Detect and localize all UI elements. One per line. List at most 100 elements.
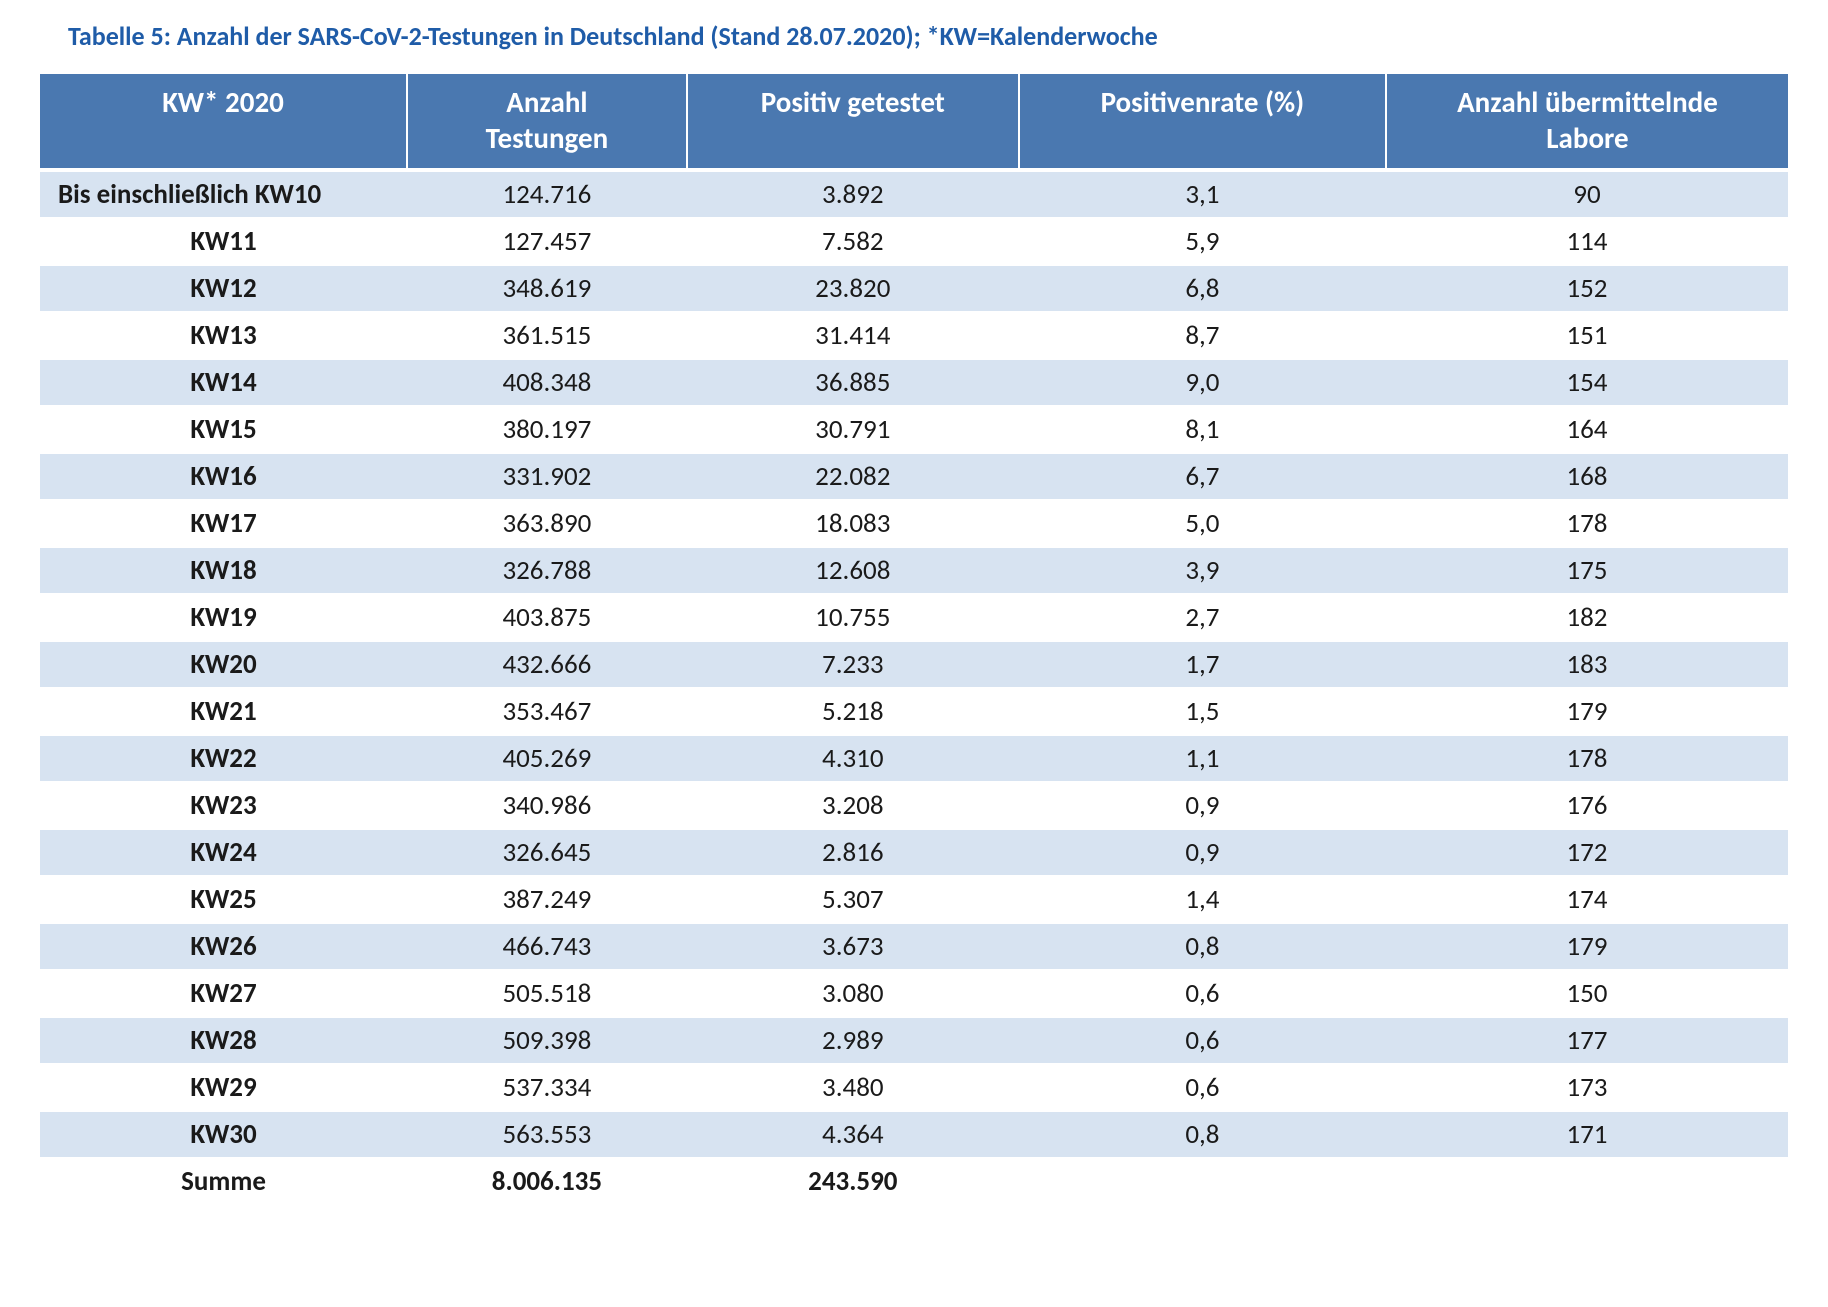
table-cell: 326.645 — [407, 829, 687, 876]
table-cell: KW30 — [40, 1111, 407, 1158]
table-cell: 23.820 — [687, 265, 1019, 312]
table-cell: 152 — [1386, 265, 1788, 312]
table-cell: 178 — [1386, 735, 1788, 782]
table-row: KW22405.2694.3101,1178 — [40, 735, 1788, 782]
table-cell: 1,5 — [1019, 688, 1386, 735]
table-cell: 3.892 — [687, 170, 1019, 218]
table-cell: 114 — [1386, 218, 1788, 265]
table-cell: KW22 — [40, 735, 407, 782]
table-cell: 8,7 — [1019, 312, 1386, 359]
table-cell: KW25 — [40, 876, 407, 923]
table-cell: KW15 — [40, 406, 407, 453]
table-cell: 7.233 — [687, 641, 1019, 688]
table-row: KW13361.51531.4148,7151 — [40, 312, 1788, 359]
table-cell: 2,7 — [1019, 594, 1386, 641]
table-cell: 150 — [1386, 970, 1788, 1017]
table-cell: 509.398 — [407, 1017, 687, 1064]
table-row: KW12348.61923.8206,8152 — [40, 265, 1788, 312]
table-cell: 177 — [1386, 1017, 1788, 1064]
table-row: KW17363.89018.0835,0178 — [40, 500, 1788, 547]
table-cell: KW23 — [40, 782, 407, 829]
table-body: Bis einschließlich KW10124.7163.8923,190… — [40, 170, 1788, 1204]
table-row: KW18326.78812.6083,9175 — [40, 547, 1788, 594]
table-cell: 3,9 — [1019, 547, 1386, 594]
table-cell: 537.334 — [407, 1064, 687, 1111]
table-cell: 178 — [1386, 500, 1788, 547]
table-cell: KW12 — [40, 265, 407, 312]
table-cell: 0,9 — [1019, 829, 1386, 876]
table-cell: 5,0 — [1019, 500, 1386, 547]
table-cell — [1019, 1158, 1386, 1204]
table-cell: 505.518 — [407, 970, 687, 1017]
table-row: KW23340.9863.2080,9176 — [40, 782, 1788, 829]
table-cell: 124.716 — [407, 170, 687, 218]
table-cell: 243.590 — [687, 1158, 1019, 1204]
table-cell: 3.673 — [687, 923, 1019, 970]
table-cell: 174 — [1386, 876, 1788, 923]
table-cell: 3.208 — [687, 782, 1019, 829]
table-cell: 175 — [1386, 547, 1788, 594]
table-cell: 31.414 — [687, 312, 1019, 359]
table-cell: 563.553 — [407, 1111, 687, 1158]
table-cell: 405.269 — [407, 735, 687, 782]
table-cell: 0,9 — [1019, 782, 1386, 829]
table-cell: 179 — [1386, 923, 1788, 970]
table-cell: 2.989 — [687, 1017, 1019, 1064]
table-cell: 171 — [1386, 1111, 1788, 1158]
table-cell: 154 — [1386, 359, 1788, 406]
table-row: KW16331.90222.0826,7168 — [40, 453, 1788, 500]
table-row: KW11127.4577.5825,9114 — [40, 218, 1788, 265]
table-caption: Tabelle 5: Anzahl der SARS-CoV-2-Testung… — [68, 20, 1788, 52]
table-cell: 0,8 — [1019, 923, 1386, 970]
table-cell: KW24 — [40, 829, 407, 876]
table-cell: 1,1 — [1019, 735, 1386, 782]
table-cell: KW26 — [40, 923, 407, 970]
table-cell: KW13 — [40, 312, 407, 359]
table-cell: 326.788 — [407, 547, 687, 594]
table-cell: KW20 — [40, 641, 407, 688]
table-cell: 176 — [1386, 782, 1788, 829]
table-cell: KW16 — [40, 453, 407, 500]
table-cell: 0,6 — [1019, 1017, 1386, 1064]
table-cell: KW27 — [40, 970, 407, 1017]
table-cell: KW11 — [40, 218, 407, 265]
col-header-tests: AnzahlTestungen — [407, 74, 687, 170]
table-cell: 432.666 — [407, 641, 687, 688]
table-row: KW30563.5534.3640,8171 — [40, 1111, 1788, 1158]
table-cell: 179 — [1386, 688, 1788, 735]
table-cell: 183 — [1386, 641, 1788, 688]
table-cell: KW28 — [40, 1017, 407, 1064]
table-cell: 6,7 — [1019, 453, 1386, 500]
table-row: KW15380.19730.7918,1164 — [40, 406, 1788, 453]
table-cell: 18.083 — [687, 500, 1019, 547]
table-cell: KW21 — [40, 688, 407, 735]
table-row: KW20432.6667.2331,7183 — [40, 641, 1788, 688]
table-cell: 127.457 — [407, 218, 687, 265]
table-cell: 3.480 — [687, 1064, 1019, 1111]
table-row: KW14408.34836.8859,0154 — [40, 359, 1788, 406]
table-cell: 3,1 — [1019, 170, 1386, 218]
table-cell: 172 — [1386, 829, 1788, 876]
table-cell: 168 — [1386, 453, 1788, 500]
table-cell: 0,8 — [1019, 1111, 1386, 1158]
table-cell: 403.875 — [407, 594, 687, 641]
table-cell: Bis einschließlich KW10 — [40, 170, 407, 218]
table-row: KW25387.2495.3071,4174 — [40, 876, 1788, 923]
covid-testing-table: KW* 2020 AnzahlTestungen Positiv geteste… — [40, 74, 1788, 1204]
table-cell: 173 — [1386, 1064, 1788, 1111]
table-cell — [1386, 1158, 1788, 1204]
table-cell: 5.218 — [687, 688, 1019, 735]
table-cell: 2.816 — [687, 829, 1019, 876]
table-cell: 466.743 — [407, 923, 687, 970]
table-cell: 0,6 — [1019, 970, 1386, 1017]
table-cell: 1,7 — [1019, 641, 1386, 688]
table-row: KW29537.3343.4800,6173 — [40, 1064, 1788, 1111]
col-header-positive: Positiv getestet — [687, 74, 1019, 170]
table-cell: 363.890 — [407, 500, 687, 547]
table-cell: 353.467 — [407, 688, 687, 735]
table-cell: 0,6 — [1019, 1064, 1386, 1111]
col-header-kw: KW* 2020 — [40, 74, 407, 170]
table-cell: 4.364 — [687, 1111, 1019, 1158]
table-row: Bis einschließlich KW10124.7163.8923,190 — [40, 170, 1788, 218]
table-row: KW21353.4675.2181,5179 — [40, 688, 1788, 735]
